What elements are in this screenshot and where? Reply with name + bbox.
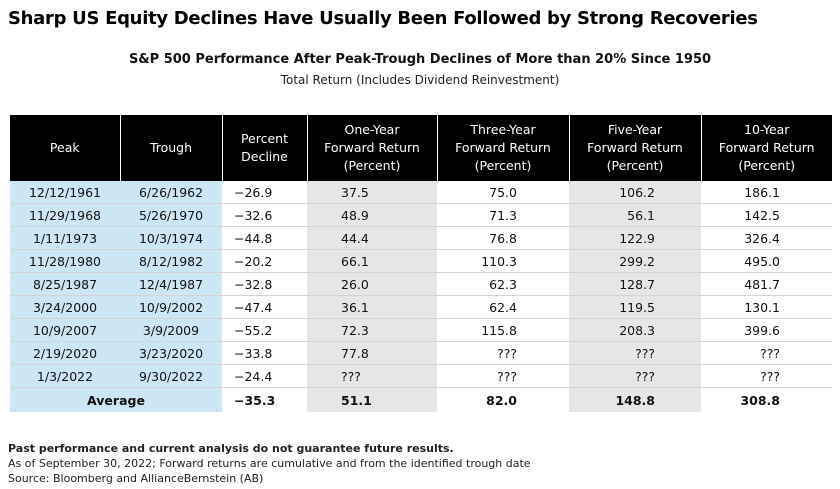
percent-decline-cell: −47.4 bbox=[222, 295, 307, 319]
table-row: 3/24/2000 10/9/2002 −47.4 36.1 62.4 119.5 130.… bbox=[10, 295, 832, 319]
five-year-return-cell: ??? bbox=[569, 341, 701, 365]
table-row: 11/28/1980 8/12/1982 −20.2 66.1 110.3 299.2 49… bbox=[10, 249, 832, 273]
percent-decline-cell: −20.2 bbox=[222, 249, 307, 273]
peak-date-cell: 8/25/1987 bbox=[10, 272, 120, 296]
table-row: 11/29/1968 5/26/1970 −32.6 48.9 71.3 56.1 142.… bbox=[10, 203, 832, 227]
average-one-year: 51.1 bbox=[307, 387, 437, 412]
five-year-return-cell: 299.2 bbox=[569, 249, 701, 273]
one-year-return-cell: 72.3 bbox=[307, 318, 437, 342]
average-five-year: 148.8 bbox=[569, 387, 701, 412]
one-year-return-cell: 44.4 bbox=[307, 226, 437, 250]
table-row: 12/12/1961 6/26/1962 −26.9 37.5 75.0 106.2 186… bbox=[10, 181, 832, 204]
trough-date-cell: 12/4/1987 bbox=[120, 272, 222, 296]
percent-decline-cell: −32.6 bbox=[222, 203, 307, 227]
ten-year-return-cell: 399.6 bbox=[701, 318, 832, 342]
three-year-return-cell: 110.3 bbox=[437, 249, 569, 273]
three-year-return-cell: 75.0 bbox=[437, 181, 569, 204]
peak-date-cell: 11/28/1980 bbox=[10, 249, 120, 273]
ten-year-return-cell: 186.1 bbox=[701, 181, 832, 204]
peak-date-cell: 11/29/1968 bbox=[10, 203, 120, 227]
average-row: Average −35.3 51.1 82.0 148.8 308.8 bbox=[10, 387, 832, 412]
trough-date-cell: 6/26/1962 bbox=[120, 181, 222, 204]
average-label: Average bbox=[10, 387, 222, 412]
one-year-return-cell: 36.1 bbox=[307, 295, 437, 319]
table-title: S&P 500 Performance After Peak-Trough De… bbox=[128, 52, 712, 67]
one-year-return-cell: 37.5 bbox=[307, 181, 437, 204]
one-year-return-cell: 77.8 bbox=[307, 341, 437, 365]
one-year-return-cell: 66.1 bbox=[307, 249, 437, 273]
five-year-return-cell: 106.2 bbox=[569, 181, 701, 204]
ten-year-return-cell: 495.0 bbox=[701, 249, 832, 273]
one-year-return-cell: ??? bbox=[307, 364, 437, 388]
ten-year-return-cell: 481.7 bbox=[701, 272, 832, 296]
ten-year-return-cell: ??? bbox=[701, 364, 832, 388]
header-trough: Trough bbox=[119, 115, 222, 181]
average-percent-decline: −35.3 bbox=[234, 392, 276, 408]
header-three-year-return: Three-Year Forward Return (Percent) bbox=[436, 115, 569, 181]
table-row: 8/25/1987 12/4/1987 −32.8 26.0 62.3 128.7 481.… bbox=[10, 272, 832, 296]
trough-date-cell: 10/9/2002 bbox=[120, 295, 222, 319]
trough-date-cell: 5/26/1970 bbox=[120, 203, 222, 227]
percent-decline-cell: −55.2 bbox=[222, 318, 307, 342]
trough-date-cell: 3/23/2020 bbox=[120, 341, 222, 365]
five-year-return-cell: 128.7 bbox=[569, 272, 701, 296]
table-subtitle: Total Return (Includes Dividend Reinvest… bbox=[280, 73, 560, 87]
disclaimer-note: Past performance and current analysis do… bbox=[8, 442, 454, 455]
five-year-return-cell: 56.1 bbox=[569, 203, 701, 227]
three-year-return-cell: 62.4 bbox=[437, 295, 569, 319]
header-percent-decline: Percent Decline bbox=[221, 115, 307, 181]
three-year-return-cell: 115.8 bbox=[437, 318, 569, 342]
trough-date-cell: 10/3/1974 bbox=[120, 226, 222, 250]
peak-date-cell: 3/24/2000 bbox=[10, 295, 120, 319]
five-year-return-cell: 208.3 bbox=[569, 318, 701, 342]
trough-date-cell: 8/12/1982 bbox=[120, 249, 222, 273]
table-header-row: Peak Trough Percent Decline One-Year Forwa… bbox=[10, 115, 832, 181]
trough-date-cell: 3/9/2009 bbox=[120, 318, 222, 342]
average-ten-year: 308.8 bbox=[740, 392, 780, 408]
header-ten-year-return: 10-Year Forward Return (Percent) bbox=[700, 115, 832, 181]
five-year-return-cell: ??? bbox=[569, 364, 701, 388]
header-peak: Peak bbox=[10, 115, 120, 181]
peak-date-cell: 1/11/1973 bbox=[10, 226, 120, 250]
page-title: Sharp US Equity Declines Have Usually Be… bbox=[8, 8, 758, 29]
peak-date-cell: 1/3/2022 bbox=[10, 364, 120, 388]
ten-year-return-cell: 326.4 bbox=[701, 226, 832, 250]
percent-decline-cell: −26.9 bbox=[222, 181, 307, 204]
trough-date-cell: 9/30/2022 bbox=[120, 364, 222, 388]
table-row: 1/11/1973 10/3/1974 −44.8 44.4 76.8 122.9 326.… bbox=[10, 226, 832, 250]
three-year-return-cell: 71.3 bbox=[437, 203, 569, 227]
returns-table: Peak Trough Percent Decline One-Year Forwa… bbox=[10, 115, 832, 412]
three-year-return-cell: 76.8 bbox=[437, 226, 569, 250]
ten-year-return-cell: 130.1 bbox=[701, 295, 832, 319]
header-one-year-return: One-Year Forward Return (Percent) bbox=[306, 115, 437, 181]
header-five-year-return: Five-Year Forward Return (Percent) bbox=[568, 115, 701, 181]
one-year-return-cell: 26.0 bbox=[307, 272, 437, 296]
table-row: 1/3/2022 9/30/2022 −24.4???????????? bbox=[10, 364, 832, 388]
peak-date-cell: 12/12/1961 bbox=[10, 181, 120, 204]
peak-date-cell: 10/9/2007 bbox=[10, 318, 120, 342]
peak-date-cell: 2/19/2020 bbox=[10, 341, 120, 365]
table-row: 10/9/2007 3/9/2009 −55.2 72.3 115.8 208.3 399.… bbox=[10, 318, 832, 342]
three-year-return-cell: ??? bbox=[437, 341, 569, 365]
three-year-return-cell: ??? bbox=[437, 364, 569, 388]
as-of-note: As of September 30, 2022; Forward return… bbox=[8, 457, 531, 470]
percent-decline-cell: −44.8 bbox=[222, 226, 307, 250]
ten-year-return-cell: ??? bbox=[701, 341, 832, 365]
footnotes: Past performance and current analysis do… bbox=[8, 441, 531, 486]
table-row: 2/19/2020 3/23/2020 −33.8 77.8????????? bbox=[10, 341, 832, 365]
percent-decline-cell: −33.8 bbox=[222, 341, 307, 365]
source-note: Source: Bloomberg and AllianceBernstein … bbox=[8, 472, 264, 485]
average-three-year: 82.0 bbox=[486, 392, 517, 408]
percent-decline-cell: −32.8 bbox=[222, 272, 307, 296]
five-year-return-cell: 119.5 bbox=[569, 295, 701, 319]
one-year-return-cell: 48.9 bbox=[307, 203, 437, 227]
percent-decline-cell: −24.4 bbox=[222, 364, 307, 388]
three-year-return-cell: 62.3 bbox=[437, 272, 569, 296]
five-year-return-cell: 122.9 bbox=[569, 226, 701, 250]
ten-year-return-cell: 142.5 bbox=[701, 203, 832, 227]
